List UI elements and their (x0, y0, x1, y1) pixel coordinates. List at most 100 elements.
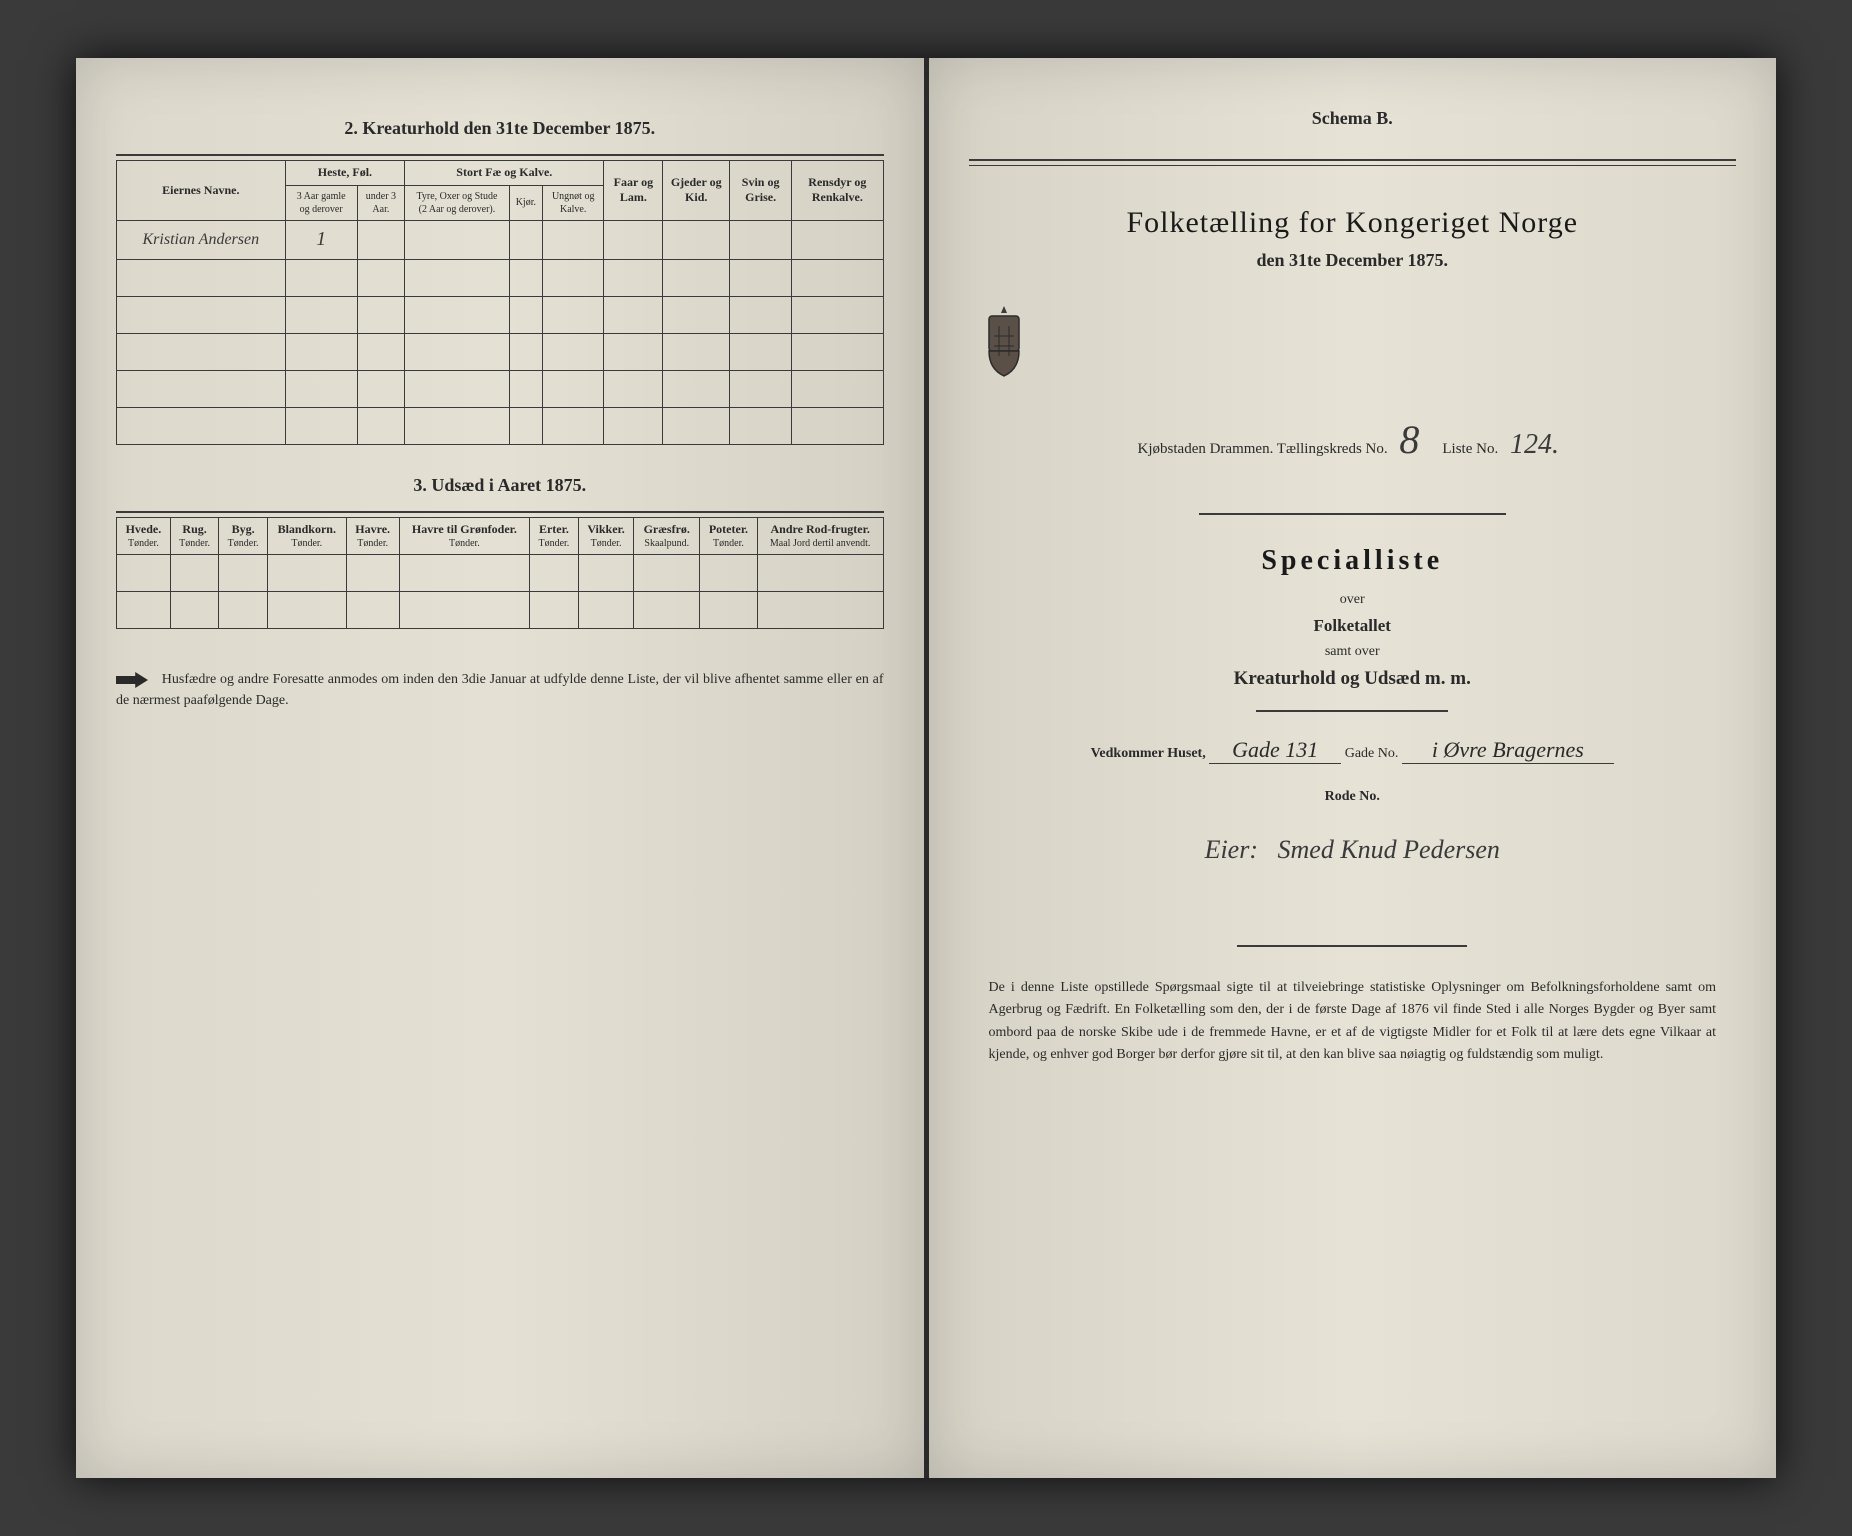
cell (509, 220, 542, 259)
table-udsaed: Hvede.Tønder.Rug.Tønder.Byg.Tønder.Bland… (116, 517, 884, 630)
th-heste: Heste, Føl. (285, 161, 405, 186)
left-page: 2. Kreaturhold den 31te December 1875. E… (76, 58, 927, 1478)
owner-name: Smed Knud Pedersen (1278, 835, 1500, 864)
footnote-text: Husfædre og andre Foresatte anmodes om i… (116, 672, 884, 708)
house-line: Vedkommer Huset, Gade 131 Gade No. i Øvr… (969, 737, 1737, 764)
cell (170, 555, 218, 592)
rule (116, 154, 884, 156)
th-crop: Havre.Tønder. (346, 517, 399, 555)
cell (634, 555, 700, 592)
folketallet-label: Folketallet (969, 616, 1737, 636)
right-page: Schema B. Folketælling for Kongeriget No… (927, 58, 1777, 1478)
cell (399, 592, 530, 629)
ident-mid: Liste No. (1442, 441, 1498, 457)
th-owner: Eiernes Navne. (117, 161, 286, 221)
gade-value: Gade 131 (1209, 737, 1341, 764)
ident-line: Kjøbstaden Drammen. Tællingskreds No. 8 … (969, 416, 1737, 463)
th-crop: Græsfrø.Skaalpund. (634, 517, 700, 555)
district-value: i Øvre Bragernes (1402, 737, 1614, 764)
kreatur-label: Kreaturhold og Udsæd m. m. (969, 668, 1737, 690)
th-crop: Erter.Tønder. (530, 517, 578, 555)
table-row: Kristian Andersen 1 (117, 220, 884, 259)
cell (757, 555, 883, 592)
bottom-paragraph: De i denne Liste opstillede Spørgsmaal s… (969, 977, 1737, 1067)
th-crop: Vikker.Tønder. (578, 517, 634, 555)
cell (117, 592, 171, 629)
rule (1199, 513, 1506, 515)
th-heste-sub2: under 3 Aar. (357, 185, 405, 220)
th-crop: Byg.Tønder. (219, 517, 267, 555)
cell (792, 220, 883, 259)
cell (219, 555, 267, 592)
schema-label: Schema B. (969, 108, 1737, 129)
table-row (117, 259, 884, 296)
th-crop: Rug.Tønder. (170, 517, 218, 555)
cell (117, 555, 171, 592)
cell (634, 592, 700, 629)
cell-owner: Kristian Andersen (117, 220, 286, 259)
rule (116, 511, 884, 513)
table-row (117, 555, 884, 592)
th-heste-sub1: 3 Aar gamle og derover (285, 185, 357, 220)
cell (578, 555, 634, 592)
cell (357, 220, 405, 259)
cell (219, 592, 267, 629)
th-stort-sub2: Kjør. (509, 185, 542, 220)
th-svin: Svin og Grise. (730, 161, 792, 221)
coat-of-arms-icon (969, 301, 1039, 381)
kreds-number: 8 (1391, 417, 1427, 462)
rule (969, 165, 1737, 166)
cell (267, 555, 346, 592)
cell (604, 220, 663, 259)
ident-prefix: Kjøbstaden Drammen. Tællingskreds No. (1138, 441, 1388, 457)
th-rensdyr: Rensdyr og Renkalve. (792, 161, 883, 221)
gade-no-label: Gade No. (1345, 746, 1399, 761)
cell (346, 555, 399, 592)
cell (730, 220, 792, 259)
main-title: Folketælling for Kongeriget Norge (969, 206, 1737, 240)
specialliste-title: Specialliste (969, 545, 1737, 577)
cell (267, 592, 346, 629)
cell (663, 220, 730, 259)
table-kreaturhold: Eiernes Navne. Heste, Føl. Stort Fæ og K… (116, 160, 884, 445)
cell (700, 592, 758, 629)
rule (1256, 710, 1448, 712)
rode-label: Rode No. (1325, 789, 1380, 804)
cell (530, 592, 578, 629)
rule (969, 159, 1737, 161)
table-row (117, 407, 884, 444)
th-stort: Stort Fæ og Kalve. (405, 161, 604, 186)
cell (530, 555, 578, 592)
table-row (117, 296, 884, 333)
owner-line: Eier: Smed Knud Pedersen (969, 835, 1737, 865)
document-spread: 2. Kreaturhold den 31te December 1875. E… (76, 58, 1776, 1478)
section3-title: 3. Udsæd i Aaret 1875. (116, 475, 884, 496)
vedkommer-label: Vedkommer Huset, (1091, 746, 1206, 761)
cell-heste1: 1 (285, 220, 357, 259)
th-faar: Faar og Lam. (604, 161, 663, 221)
th-crop: Blandkorn.Tønder. (267, 517, 346, 555)
rule (1237, 945, 1467, 947)
th-crop: Andre Rod-frugter.Maal Jord dertil anven… (757, 517, 883, 555)
rode-line: Rode No. (969, 789, 1737, 805)
th-stort-sub3: Ungnøt og Kalve. (542, 185, 603, 220)
cell (170, 592, 218, 629)
liste-number: 124. (1502, 429, 1567, 460)
cell (757, 592, 883, 629)
date-line: den 31te December 1875. (969, 250, 1737, 271)
samt-label: samt over (969, 644, 1737, 660)
table-row (117, 333, 884, 370)
section2-title: 2. Kreaturhold den 31te December 1875. (116, 118, 884, 139)
th-crop: Poteter.Tønder. (700, 517, 758, 555)
th-gjeder: Gjeder og Kid. (663, 161, 730, 221)
cell (399, 555, 530, 592)
over-label: over (969, 592, 1737, 608)
cell (578, 592, 634, 629)
th-stort-sub1: Tyre, Oxer og Stude (2 Aar og derover). (405, 185, 510, 220)
cell (542, 220, 603, 259)
th-crop: Havre til Grønfoder.Tønder. (399, 517, 530, 555)
cell (405, 220, 510, 259)
footnote: Husfædre og andre Foresatte anmodes om i… (116, 669, 884, 711)
pointing-hand-icon (116, 670, 148, 690)
table-row (117, 592, 884, 629)
